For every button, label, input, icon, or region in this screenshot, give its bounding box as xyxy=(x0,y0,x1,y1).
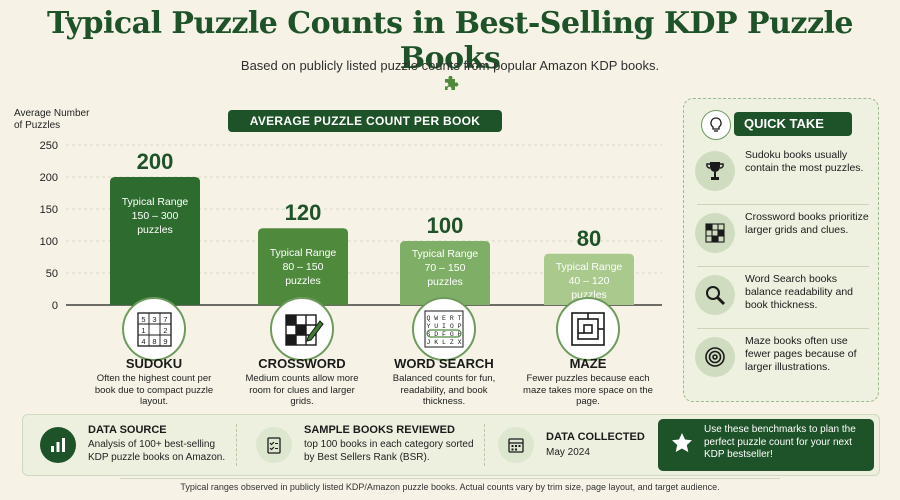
maze-icon xyxy=(556,297,620,361)
lightbulb-icon xyxy=(701,110,731,140)
chart-title: AVERAGE PUZZLE COUNT PER BOOK xyxy=(228,110,502,132)
category-name-crossword: CROSSWORD xyxy=(258,356,346,371)
bar-range-label: 80 – 150 xyxy=(283,261,324,273)
bar-range-label: Typical Range xyxy=(556,261,623,273)
category-name-sudoku: SUDOKU xyxy=(125,356,183,371)
bar-value-label: 120 xyxy=(285,200,322,225)
bar-range-label: Typical Range xyxy=(122,196,189,208)
star-icon xyxy=(672,433,692,453)
sudoku-digit: 3 xyxy=(152,315,156,324)
y-tick-label: 200 xyxy=(40,172,58,184)
bar xyxy=(400,241,490,305)
magnifier-icon xyxy=(695,275,735,315)
footnote: Typical ranges observed in publicly list… xyxy=(180,482,720,492)
collected-title: DATA COLLECTED xyxy=(546,431,645,443)
bar xyxy=(544,253,634,305)
sudoku-digit: 2 xyxy=(163,326,167,335)
category-desc-sudoku: Often the highest count per book due to … xyxy=(94,373,214,407)
spiral-maze-icon xyxy=(695,337,735,377)
bar-chart-icon xyxy=(40,427,76,463)
bar-range-label: puzzles xyxy=(427,276,463,288)
quick-take-text: Maze books often use fewer pages because… xyxy=(745,335,857,373)
sudoku-digit: 7 xyxy=(163,315,167,324)
sudoku-digit: 1 xyxy=(141,326,145,335)
quick-take-item: Maze books often use fewer pages because… xyxy=(693,331,871,387)
bar-range-label: Typical Range xyxy=(412,248,479,260)
sudoku-digit: 8 xyxy=(152,337,156,346)
cta-box xyxy=(658,419,874,471)
bar-value-label: 200 xyxy=(137,149,174,174)
sample-title: SAMPLE BOOKS REVIEWED xyxy=(304,424,455,436)
word-search-row: J K L Z X xyxy=(426,339,461,346)
page-subtitle: Based on publicly listed puzzle counts f… xyxy=(240,58,660,73)
divider xyxy=(697,328,869,329)
bar-range-label: 150 – 300 xyxy=(132,210,179,222)
bar-range-label: puzzles xyxy=(137,224,173,236)
sudoku-digit: 5 xyxy=(141,315,145,324)
crossword-grid-icon xyxy=(695,213,735,253)
category-desc-crossword: Medium counts allow more room for clues … xyxy=(245,373,359,407)
bar xyxy=(110,177,200,305)
category-name-maze: MAZE xyxy=(569,356,607,371)
y-tick-label: 0 xyxy=(52,300,58,312)
word-search-row: Y U I O P xyxy=(426,323,461,330)
quick-take-text: Crossword books prioritize larger grids … xyxy=(745,211,869,236)
crossword-icon xyxy=(270,297,334,361)
quick-take-item: Crossword books prioritize larger grids … xyxy=(693,207,871,263)
divider xyxy=(120,478,780,479)
page-title: Typical Puzzle Counts in Best-Selling KD… xyxy=(47,6,853,76)
divider xyxy=(484,424,485,466)
bar-chart: 0 50 100 150 200 250 200 Typical Range 150 – 300… xyxy=(40,140,662,312)
divider xyxy=(697,204,869,205)
quick-take-text: Word Search books balance readability an… xyxy=(745,273,853,311)
bar-value-label: 80 xyxy=(577,226,601,251)
checklist-icon xyxy=(256,427,292,463)
divider xyxy=(236,424,237,466)
sample-text: top 100 books in each category sorted by… xyxy=(304,439,474,463)
divider xyxy=(697,266,869,267)
bar-range-label: Typical Range xyxy=(270,247,337,259)
cta-text: Use these benchmarks to plan the perfect… xyxy=(704,424,856,460)
word-search-row: Q W E R T xyxy=(426,315,461,322)
category-name-word-search: WORD SEARCH xyxy=(394,356,494,371)
quick-take-text: Sudoku books usually contain the most pu… xyxy=(745,149,864,174)
bar-value-label: 100 xyxy=(427,213,464,238)
y-tick-label: 150 xyxy=(40,204,58,216)
sudoku-digit: 9 xyxy=(163,337,167,346)
bar-range-label: puzzles xyxy=(285,275,321,287)
y-tick-label: 100 xyxy=(40,236,58,248)
data-source-text: Analysis of 100+ best-selling KDP puzzle… xyxy=(88,439,226,463)
y-tick-label: 250 xyxy=(40,140,58,152)
bar xyxy=(258,228,348,305)
category-desc-maze: Fewer puzzles because each maze takes mo… xyxy=(523,373,653,407)
puzzle-piece-icon xyxy=(445,76,459,90)
trophy-icon xyxy=(695,151,735,191)
quick-take-title: QUICK TAKE xyxy=(734,112,852,136)
y-tick-label: 50 xyxy=(46,268,58,280)
collected-text: May 2024 xyxy=(546,447,590,458)
quick-take-item: Word Search books balance readability an… xyxy=(693,269,871,325)
y-axis-label: Average Number of Puzzles xyxy=(14,108,90,131)
word-search-row: S D F G H xyxy=(426,331,461,338)
quick-take-item: Sudoku books usually contain the most pu… xyxy=(693,145,871,201)
data-source-title: DATA SOURCE xyxy=(88,424,167,436)
bar-range-label: 40 – 120 xyxy=(569,275,610,287)
sudoku-digit: 4 xyxy=(141,337,145,346)
category-desc-word-search: Balanced counts for fun, readability, an… xyxy=(392,373,496,407)
calendar-icon xyxy=(498,427,534,463)
bar-range-label: 70 – 150 xyxy=(425,262,466,274)
